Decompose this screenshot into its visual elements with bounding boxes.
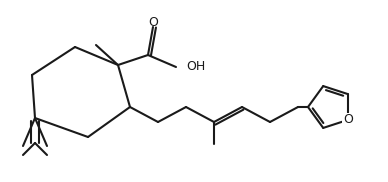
Text: OH: OH (186, 60, 205, 74)
Text: O: O (343, 113, 353, 126)
Text: O: O (148, 15, 158, 29)
